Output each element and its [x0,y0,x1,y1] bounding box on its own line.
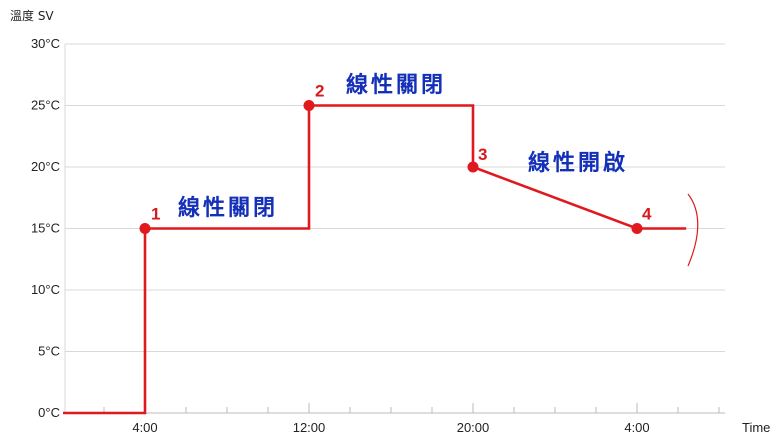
y-tick-labels: 0°C 5°C 10°C 15°C 20°C 25°C 30°C [31,36,60,420]
y-axis-title: 溫度 SV [10,8,54,23]
marker-label-1: 1 [151,205,160,224]
marker-label-4: 4 [642,205,652,224]
x-tick-label: 12:00 [293,420,326,435]
marker-point-4 [631,223,643,234]
x-minor-ticks [103,403,720,413]
markers: 1 2 3 4 [139,82,652,234]
y-tick-label: 10°C [31,282,60,297]
annotation-linear-open: 線性開啟 [528,150,628,176]
y-tick-label: 25°C [31,98,60,113]
marker-label-3: 3 [478,145,487,164]
marker-label-2: 2 [315,82,324,101]
x-tick-label: 20:00 [457,420,490,435]
marker-point-1 [139,223,151,234]
marker-point-3 [467,161,479,173]
y-tick-label: 15°C [31,221,60,236]
y-tick-label: 30°C [31,36,60,51]
y-tick-label: 0°C [38,405,60,420]
annotation-linear-close-1: 線性關閉 [178,195,278,221]
x-tick-label: 4:00 [624,420,649,435]
annotation-linear-close-2: 線性關閉 [346,72,446,98]
axis-break-mark [687,193,699,267]
y-tick-label: 5°C [38,344,60,359]
marker-point-2 [303,100,315,111]
x-tick-label: 4:00 [132,420,157,435]
x-axis-title: Time [742,420,770,435]
x-tick-labels: 4:00 12:00 20:00 4:00 [132,420,649,435]
y-tick-label: 20°C [31,159,60,174]
